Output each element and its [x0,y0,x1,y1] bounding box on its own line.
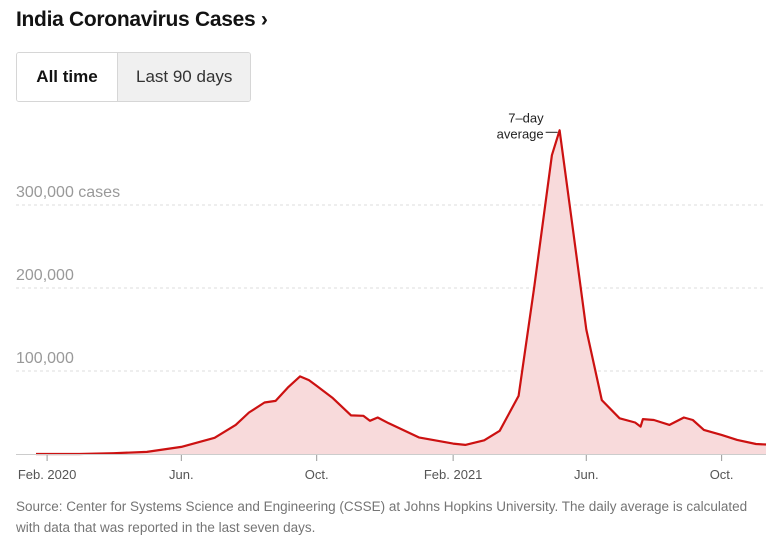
x-tick-label: Jun. [169,467,194,482]
y-tick-label: 100,000 [16,350,74,367]
tab-all-time[interactable]: All time [17,53,117,101]
x-tick-label: Feb. 2020 [18,467,77,482]
y-axis-labels: 100,000 200,000 300,000 cases [16,184,120,367]
x-axis-ticks: Feb. 2020 Jun. Oct. Feb. 2021 Jun. Oct. [18,455,734,482]
tab-last-90-days[interactable]: Last 90 days [117,53,251,101]
annotation-label-line2: average [497,126,544,141]
chevron-right-icon: › [260,8,268,31]
x-tick-label: Oct. [710,467,734,482]
annotation-label-line1: 7–day [508,110,544,125]
x-tick-label: Jun. [574,467,599,482]
page-title[interactable]: India Coronavirus Cases › [16,8,268,32]
cases-chart: 100,000 200,000 300,000 cases Feb. 2020 Jun… [16,110,767,482]
source-note: Source: Center for Systems Science and E… [16,499,748,535]
y-tick-label: 300,000 cases [16,184,120,201]
annotation: 7–day average [497,110,558,141]
x-tick-label: Feb. 2021 [424,467,483,482]
grid-lines [16,204,766,372]
time-range-tabs: All time Last 90 days [16,52,252,102]
y-tick-label: 200,000 [16,267,74,284]
area-fill [36,130,766,455]
x-tick-label: Oct. [305,467,329,482]
seven-day-average-line [36,129,767,456]
title-text: India Coronavirus Cases [16,8,256,31]
